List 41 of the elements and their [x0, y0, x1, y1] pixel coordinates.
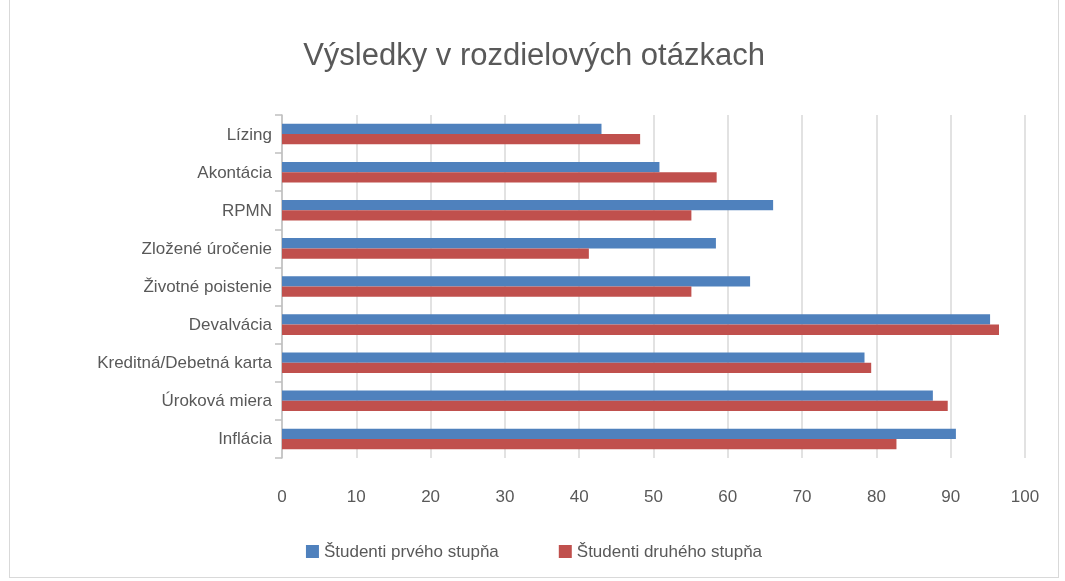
- bar: [282, 161, 660, 173]
- y-tick-label: Akontácia: [197, 162, 273, 182]
- bar: [282, 134, 641, 145]
- x-tick-label: 40: [569, 487, 589, 506]
- bar: [282, 438, 897, 450]
- bar: [282, 172, 717, 183]
- bar: [282, 400, 948, 412]
- x-tick-label: 100: [1010, 487, 1040, 506]
- x-tick-label: 60: [718, 487, 738, 506]
- y-tick-label: Úroková miera: [161, 391, 273, 411]
- legend-label: Študenti druhého stupňa: [576, 542, 763, 561]
- x-tick-label: 80: [866, 487, 886, 506]
- bar: [282, 248, 589, 259]
- bar: [282, 123, 602, 135]
- legend-label: Študenti prvého stupňa: [323, 542, 500, 561]
- x-tick-label: 90: [941, 487, 961, 506]
- x-tick-label: 20: [421, 487, 441, 506]
- bar: [282, 210, 692, 221]
- y-tick-label: Devalvácia: [188, 315, 273, 335]
- bar: [282, 390, 933, 401]
- bar: [282, 286, 692, 297]
- y-tick-label: RPMN: [221, 200, 272, 220]
- bar: [282, 428, 956, 439]
- bar: [282, 362, 872, 374]
- y-tick-label: Zložené úročenie: [141, 238, 272, 258]
- x-tick-label: 10: [346, 487, 366, 506]
- bar: [282, 238, 716, 249]
- y-tick-label: Kreditná/Debetná karta: [97, 353, 273, 373]
- bar: [282, 276, 751, 287]
- bar: [282, 199, 774, 211]
- y-tick-label: Inflácia: [218, 429, 273, 449]
- x-tick-label: 50: [644, 487, 663, 506]
- bar: [282, 352, 865, 363]
- chart-title: Výsledky v rozdielových otázkach: [303, 37, 765, 72]
- x-tick-label: 30: [495, 487, 515, 506]
- bar: [282, 314, 991, 325]
- x-tick-label: 70: [792, 487, 812, 506]
- y-tick-label: Lízing: [226, 124, 272, 144]
- x-tick-label: 0: [277, 487, 287, 506]
- bar: [282, 324, 999, 335]
- y-tick-label: Životné poistenie: [143, 277, 272, 296]
